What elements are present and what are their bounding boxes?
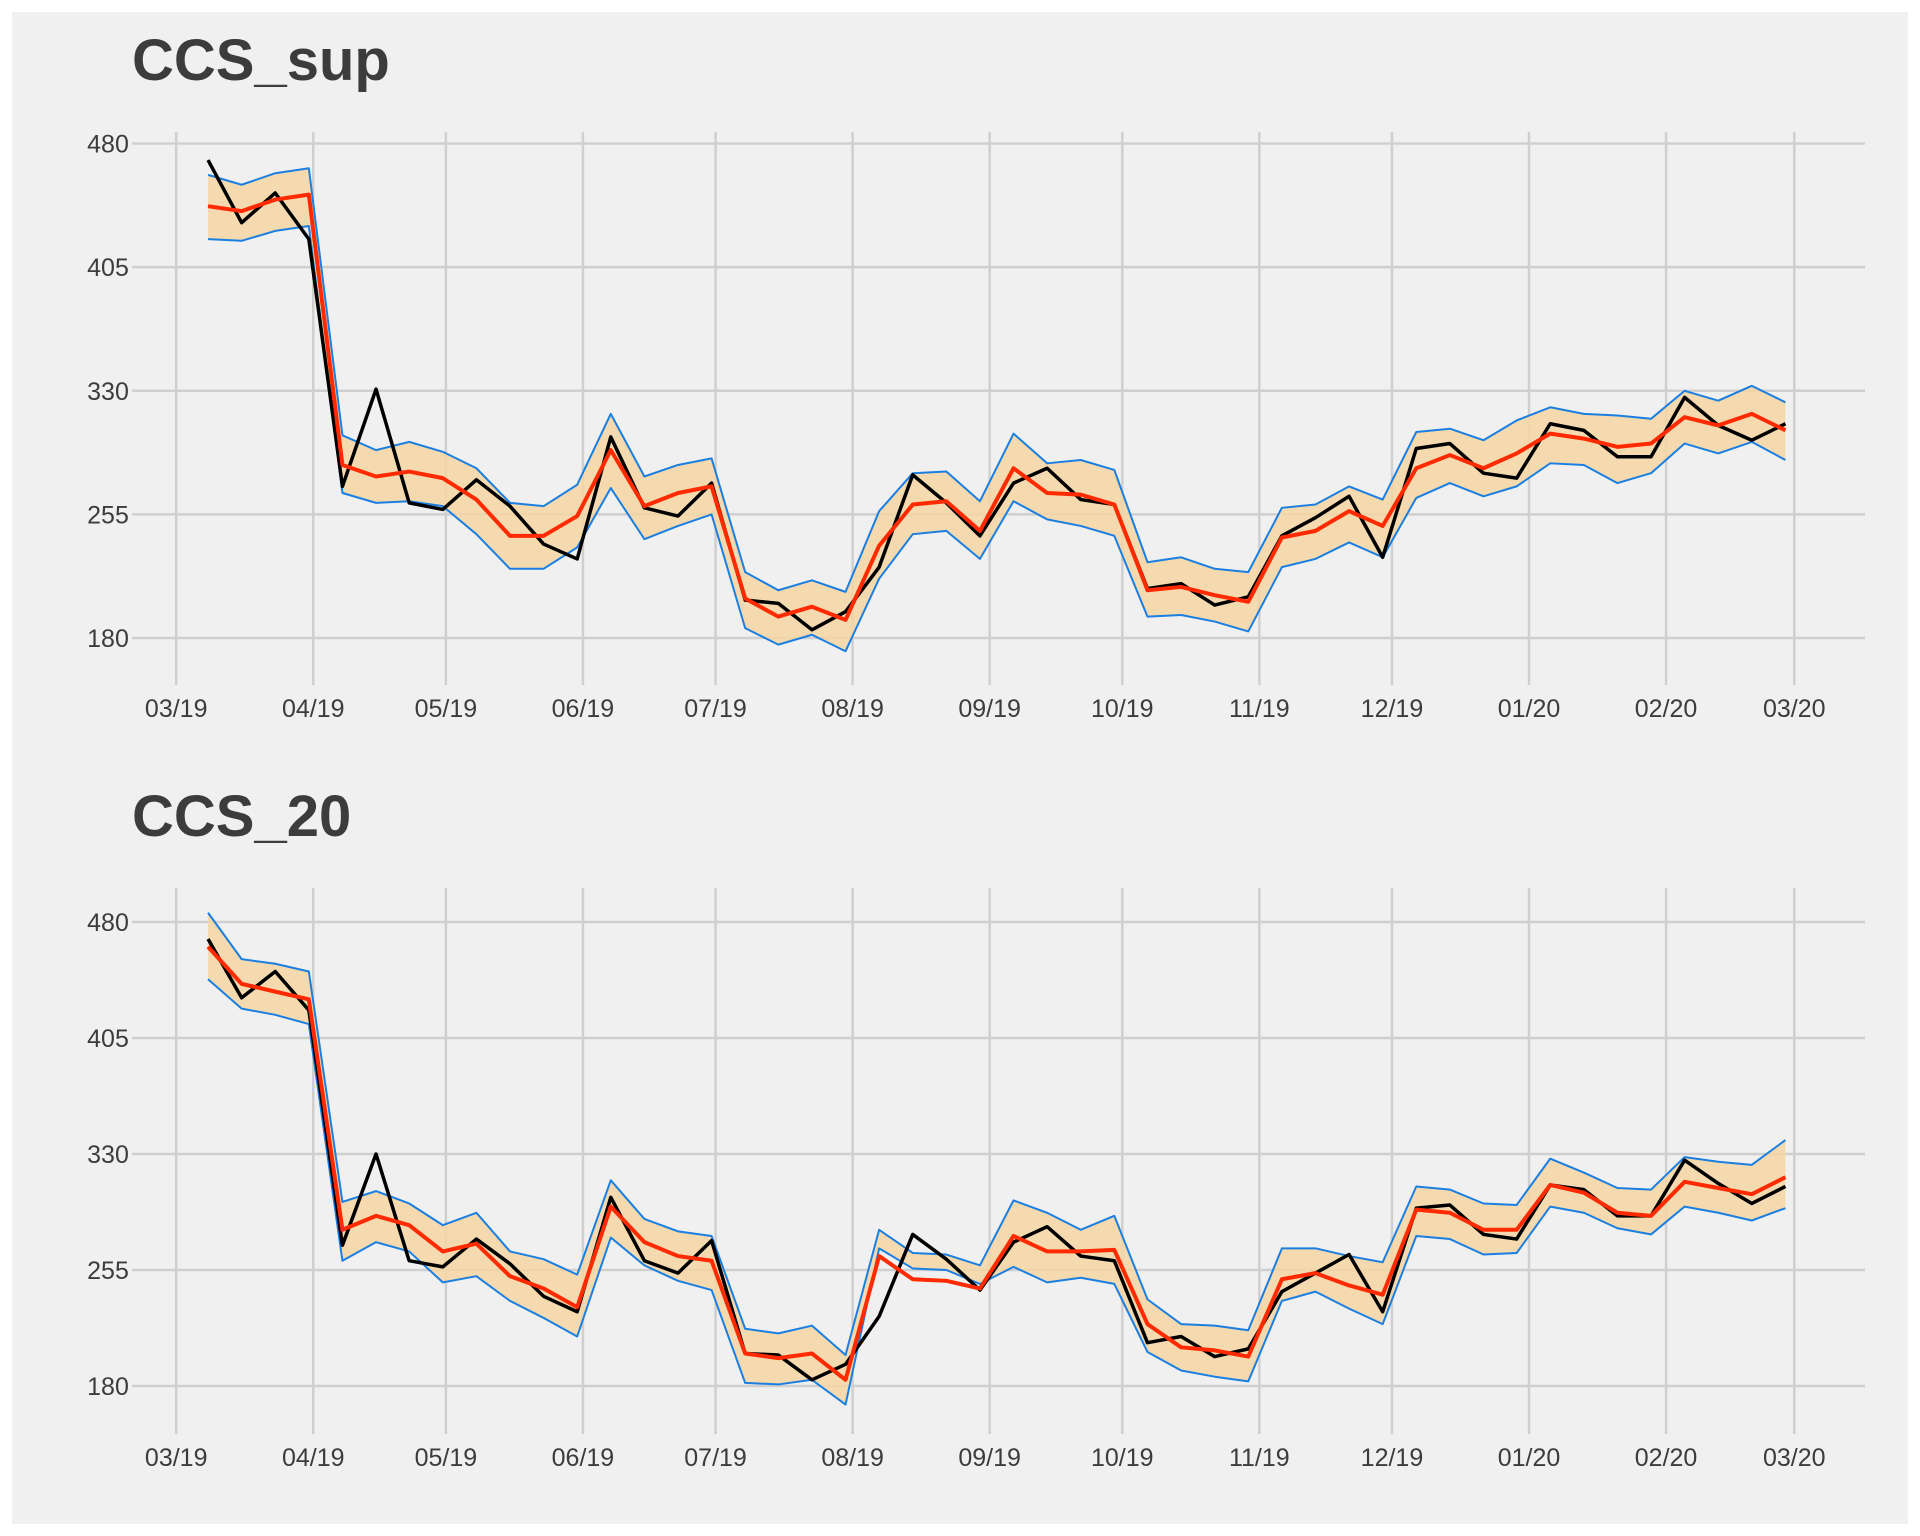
x-tick-label: 06/19 [552, 695, 615, 723]
x-tick-label: 03/20 [1763, 695, 1826, 723]
x-tick-label: 04/19 [282, 695, 345, 723]
series-line [207, 978, 1786, 1406]
x-tick-label: 12/19 [1361, 1444, 1424, 1472]
y-tick-label: 480 [87, 131, 129, 159]
x-tick-label: 09/19 [958, 1444, 1021, 1472]
series-line [207, 192, 1787, 622]
x-tick-label: 02/20 [1635, 1444, 1698, 1472]
x-tick-label: 03/19 [145, 1444, 208, 1472]
x-tick-label: 04/19 [282, 1444, 345, 1472]
x-tick-label: 09/19 [958, 695, 1021, 723]
x-tick-label: 03/19 [145, 695, 208, 723]
y-tick-label: 330 [87, 1141, 129, 1169]
x-tick-label: 06/19 [552, 1444, 615, 1472]
series-line [206, 159, 1787, 632]
x-tick-label: 12/19 [1361, 695, 1424, 723]
y-tick-label: 405 [87, 1025, 129, 1053]
x-tick-label: 10/19 [1091, 695, 1154, 723]
x-tick-label: 05/19 [415, 1444, 478, 1472]
series-line [207, 224, 1786, 653]
x-tick-label: 02/20 [1635, 695, 1698, 723]
x-tick-label: 01/20 [1498, 695, 1561, 723]
x-tick-label: 07/19 [684, 695, 747, 723]
y-tick-label: 180 [87, 625, 129, 653]
x-tick-label: 07/19 [684, 1444, 747, 1472]
chart-title: CCS_20 [132, 784, 351, 849]
y-tick-label: 255 [87, 501, 129, 529]
y-tick-label: 405 [87, 254, 129, 282]
y-tick-label: 480 [87, 909, 129, 937]
x-tick-label: 08/19 [821, 695, 884, 723]
x-tick-label: 01/20 [1498, 1444, 1561, 1472]
x-tick-label: 03/20 [1763, 1444, 1826, 1472]
x-tick-label: 05/19 [415, 695, 478, 723]
x-tick-label: 11/19 [1229, 695, 1290, 723]
series-line [206, 945, 1787, 1382]
series-line [207, 167, 1786, 593]
y-tick-label: 330 [87, 378, 129, 406]
x-tick-label: 10/19 [1091, 1444, 1154, 1472]
panel-background [12, 12, 1908, 1524]
y-tick-label: 180 [87, 1373, 129, 1401]
y-tick-label: 255 [87, 1257, 129, 1285]
x-tick-label: 11/19 [1229, 1444, 1290, 1472]
x-tick-label: 08/19 [821, 1444, 884, 1472]
series-line [207, 912, 1787, 1357]
chart-title: CCS_sup [132, 28, 390, 93]
